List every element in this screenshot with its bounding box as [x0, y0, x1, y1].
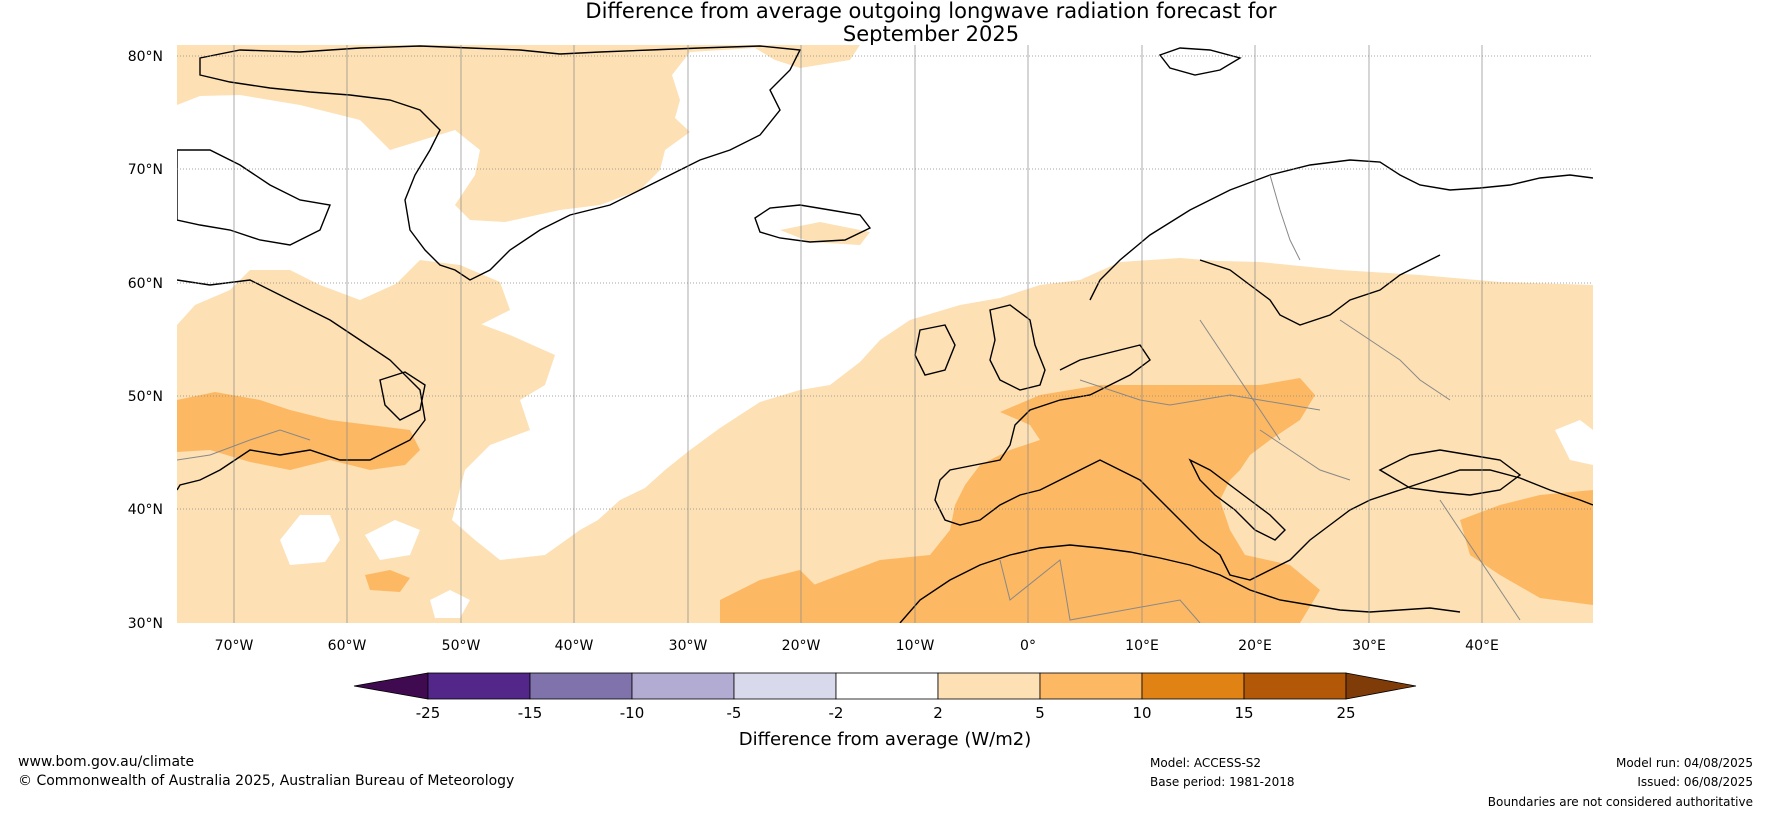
lon-label: 10°E — [1125, 638, 1159, 654]
lon-label: 40°E — [1465, 638, 1499, 654]
lat-label: 70°N — [128, 162, 163, 178]
borders-eastern-europe — [1199, 319, 1281, 441]
anomaly-field — [177, 45, 1593, 623]
latitude-labels: 80°N 70°N 60°N 50°N 40°N 30°N — [128, 49, 163, 632]
longitude-labels: 70°W 60°W 50°W 40°W 30°W 20°W 10°W 0° 10… — [215, 638, 1499, 654]
lat-label: 40°N — [128, 502, 163, 518]
colorbar-title: Difference from average (W/m2) — [739, 729, 1031, 750]
lat-label: 50°N — [128, 389, 163, 405]
colorbar-tick-label: -25 — [416, 704, 441, 722]
anomaly-region-west-africa — [720, 570, 820, 623]
lon-label: 50°W — [442, 638, 481, 654]
coast-scandinavia — [1089, 159, 1593, 301]
borders-balkans — [1259, 429, 1351, 481]
lat-label: 60°N — [128, 276, 163, 292]
footer-model-run: Model run: 04/08/2025 — [1615, 756, 1753, 770]
lat-label: 30°N — [128, 616, 163, 632]
anomaly-region-europe-east — [1130, 260, 1593, 300]
coast-iceland — [754, 204, 872, 243]
lat-label: 80°N — [128, 49, 163, 65]
coast-europe-atlantic — [934, 344, 1593, 581]
coast-baffin — [177, 149, 331, 246]
anomaly-region-greenland — [177, 45, 860, 222]
map-title-line1: Difference from average outgoing longwav… — [585, 0, 1277, 23]
lon-label: 40°W — [555, 638, 594, 654]
neutral-hole-2 — [365, 520, 420, 560]
colorbar — [353, 672, 1417, 700]
colorbar-tick-label: 5 — [1035, 704, 1045, 722]
map-gridlines — [177, 45, 1593, 623]
anomaly-region-small-patch — [365, 570, 410, 592]
colorbar-tick-label: 15 — [1234, 704, 1253, 722]
colorbar-tick-label: -10 — [620, 704, 645, 722]
footer-base-period: Base period: 1981-2018 — [1150, 775, 1295, 789]
coast-north-africa — [899, 544, 1461, 623]
colorbar-tick-label: -15 — [518, 704, 543, 722]
lon-label: 10°W — [896, 638, 935, 654]
lon-label: 30°W — [669, 638, 708, 654]
colorbar-swatch — [1243, 672, 1347, 700]
neutral-hole-4 — [1555, 420, 1593, 465]
colorbar-tick-label: 10 — [1132, 704, 1151, 722]
colorbar-swatch — [1345, 672, 1417, 700]
borders-ukraine — [1339, 319, 1451, 401]
footer-model: Model: ACCESS-S2 — [1150, 756, 1262, 770]
colorbar-tick-label: 2 — [933, 704, 943, 722]
map-title-line2: September 2025 — [842, 22, 1020, 46]
footer-disclaimer: Boundaries are not considered authoritat… — [1487, 795, 1753, 809]
anomaly-region-middle-east — [1460, 490, 1593, 605]
colorbar-swatch — [529, 672, 633, 700]
lon-label: 0° — [1020, 638, 1036, 654]
coast-greenland — [199, 45, 802, 281]
neutral-hole-3 — [430, 590, 470, 618]
colorbar-swatch — [937, 672, 1041, 700]
borders-middle-east — [1439, 499, 1521, 621]
colorbar-swatch — [1039, 672, 1143, 700]
coast-great-britain — [989, 304, 1046, 391]
footer-website: www.bom.gov.au/climate — [18, 754, 195, 770]
borders-north-africa — [999, 559, 1201, 623]
coast-canada — [177, 279, 426, 491]
footer-issued: Issued: 06/08/2025 — [1637, 775, 1753, 789]
anomaly-region-west-atlantic — [177, 268, 1593, 623]
colorbar-swatch — [353, 672, 429, 700]
anomaly-region-mediterranean — [720, 378, 1320, 623]
lon-label: 30°E — [1352, 638, 1386, 654]
lon-label: 60°W — [328, 638, 367, 654]
borders-central-europe — [1079, 379, 1321, 411]
lon-label: 70°W — [215, 638, 254, 654]
footer-copyright: © Commonwealth of Australia 2025, Austra… — [18, 773, 515, 789]
colorbar-swatch — [733, 672, 837, 700]
colorbar-ticks: -25 -15 -10 -5 -2 2 5 10 15 25 — [416, 704, 1356, 722]
lon-label: 20°E — [1238, 638, 1272, 654]
coast-svalbard — [1158, 47, 1242, 76]
country-borders — [177, 174, 1521, 623]
coast-baltic — [1199, 254, 1441, 326]
anomaly-region-scandinavia-south — [1080, 258, 1230, 280]
lon-label: 20°W — [782, 638, 821, 654]
anomaly-region-newfoundland — [177, 392, 420, 470]
coast-italy — [1188, 458, 1286, 541]
coast-newfoundland — [379, 371, 426, 421]
colorbar-swatch — [427, 672, 531, 700]
coast-black-sea — [1378, 449, 1522, 496]
neutral-hole-1 — [280, 515, 340, 565]
colorbar-tick-label: -2 — [829, 704, 844, 722]
coastlines — [177, 45, 1593, 623]
colorbar-swatch — [1141, 672, 1245, 700]
borders-canada — [177, 429, 311, 461]
colorbar-tick-label: -5 — [727, 704, 742, 722]
colorbar-tick-label: 25 — [1336, 704, 1355, 722]
colorbar-swatch — [835, 672, 939, 700]
anomaly-region-mid-atlantic — [390, 260, 510, 325]
borders-scandinavia — [1269, 174, 1301, 261]
colorbar-swatch — [631, 672, 735, 700]
